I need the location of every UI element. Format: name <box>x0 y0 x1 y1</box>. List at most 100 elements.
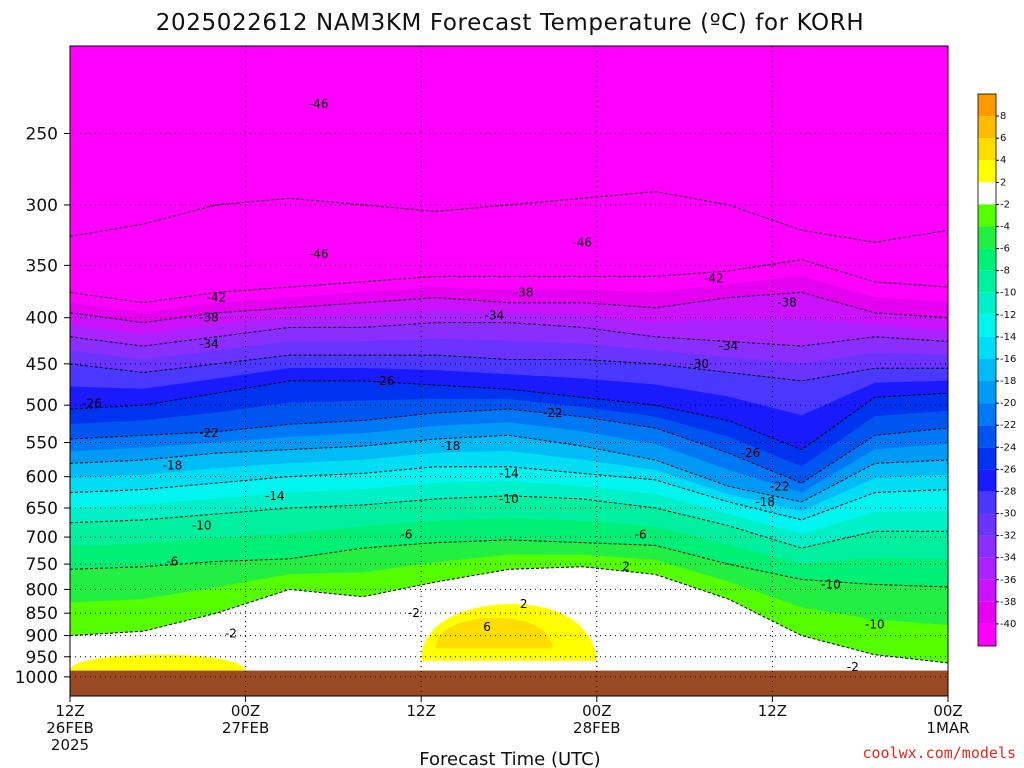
y-tick-label: 650 <box>26 499 58 519</box>
contour-label: -10 <box>192 519 212 533</box>
colorbar-tick-label: -34 <box>1000 553 1016 564</box>
contour-label: -34 <box>719 339 739 353</box>
colorbar-tick-label: 8 <box>1000 111 1006 122</box>
isotherm-line <box>70 434 948 503</box>
contour-label: -38 <box>777 296 797 310</box>
colorbar-swatch <box>978 248 996 271</box>
colorbar-swatch <box>978 292 996 315</box>
isotherm-line <box>70 354 948 382</box>
contour-label: -26 <box>375 374 395 388</box>
contour-label: -22 <box>199 426 219 440</box>
contour-label: -26 <box>82 397 102 411</box>
x-tick-label: 00Z <box>933 702 962 720</box>
contour-label: -38 <box>199 311 219 325</box>
colorbar-swatch <box>978 469 996 492</box>
colorbar-swatch <box>978 403 996 426</box>
isotherm-line <box>70 408 948 484</box>
y-tick-label: 400 <box>26 309 58 329</box>
x-tick-label: 27FEB <box>222 719 269 737</box>
y-tick-label: 500 <box>26 396 58 416</box>
contour-label: -10 <box>865 618 885 632</box>
isotherm-line <box>70 466 948 521</box>
colorbar-swatch <box>978 557 996 580</box>
contour-label: -26 <box>741 446 761 460</box>
colorbar-tick-label: -40 <box>1000 619 1016 630</box>
isotherm-line <box>70 322 948 347</box>
x-tick-label: 00Z <box>582 702 611 720</box>
y-tick-label: 600 <box>26 468 58 488</box>
x-tick-label: 28FEB <box>573 719 620 737</box>
colorbar-tick-label: -2 <box>1000 199 1010 210</box>
isotherm-line <box>70 259 948 304</box>
plot-area <box>70 46 948 696</box>
contour-label: -22 <box>770 479 790 493</box>
colorbar-tick-label: -36 <box>1000 575 1016 586</box>
colorbar-tick-label: -14 <box>1000 332 1016 343</box>
colorbar-tick-label: -32 <box>1000 531 1016 542</box>
fill-warm-patch <box>435 617 553 649</box>
x-tick-label: 12Z <box>407 702 436 720</box>
fill-warm-patch <box>70 654 246 671</box>
colorbar-tick-label: -10 <box>1000 288 1016 299</box>
isotherm-line <box>70 539 948 588</box>
colorbar-tick-label: 6 <box>1000 133 1006 144</box>
colorbar-tick-label: 2 <box>1000 177 1006 188</box>
x-tick-label: 12Z <box>758 702 787 720</box>
credit-link[interactable]: coolwx.com/models <box>862 744 1016 762</box>
chart-title: 2025022612 NAM3KM Forecast Temperature (… <box>156 10 864 36</box>
colorbar-swatch <box>978 314 996 337</box>
colorbar-frame <box>977 93 997 647</box>
colorbar-swatch <box>978 381 996 404</box>
colorbar-tick-label: -38 <box>1000 597 1016 608</box>
colorbar-swatch <box>978 116 996 139</box>
colorbar-tick-label: -18 <box>1000 376 1016 387</box>
y-tick-label: 850 <box>26 604 58 624</box>
contour-label: -6 <box>401 527 413 541</box>
axes: 250 300 350 400 450 500 550 600 650 700 750 800 850 9… <box>15 45 970 754</box>
contour-label: -46 <box>572 235 592 249</box>
colorbar-tick-label: -6 <box>1000 244 1010 255</box>
plot-frame <box>69 45 949 697</box>
contour-label: -18 <box>441 439 461 453</box>
contour-label: 2 <box>520 597 528 611</box>
contour-label: -34 <box>485 309 505 323</box>
contour-label: -2 <box>847 660 859 674</box>
y-tick-label: 800 <box>26 580 58 600</box>
contour-label: -10 <box>821 577 841 591</box>
colorbar-tick-label: 4 <box>1000 155 1006 166</box>
x-axis-label: Forecast Time (UTC) <box>419 749 600 768</box>
y-tick-label: 950 <box>26 648 58 668</box>
colorbar-tick-label: -24 <box>1000 442 1016 453</box>
y-tick-label: 550 <box>26 434 58 454</box>
contour-label: -10 <box>499 492 519 506</box>
colorbar-swatch <box>978 358 996 382</box>
y-tick-label: 450 <box>26 355 58 375</box>
colorbar-tick-label: -28 <box>1000 486 1016 497</box>
contour-label: -34 <box>199 337 219 351</box>
contour-label: -14 <box>499 466 519 480</box>
colorbar-swatch <box>978 601 996 624</box>
colorbar-swatch <box>978 579 996 602</box>
x-tick-label: 00Z <box>231 702 260 720</box>
contour-label: -46 <box>309 247 329 261</box>
contour-label: 2 <box>622 560 630 574</box>
colorbar-swatch <box>978 491 996 514</box>
y-tick-label: 750 <box>26 555 58 575</box>
contour-label: -6 <box>166 554 178 568</box>
contour-label: -22 <box>543 406 563 420</box>
colorbar-swatch <box>978 336 996 359</box>
colorbar-tick-label: -12 <box>1000 310 1016 321</box>
contour-label: -18 <box>163 458 183 472</box>
colorbar-swatch <box>978 204 996 227</box>
colorbar-swatch <box>978 623 996 646</box>
colorbar-tick-label: -26 <box>1000 464 1016 475</box>
colorbar-swatch <box>978 226 996 249</box>
contour-label: -42 <box>207 291 227 305</box>
isotherm-line <box>70 495 948 549</box>
colorbar-tick-label: -22 <box>1000 420 1016 431</box>
colorbar-swatch <box>978 513 996 536</box>
colorbar-swatch <box>978 160 996 183</box>
colorbar-swatch <box>978 94 996 117</box>
x-tick-label: 1MAR <box>926 719 969 737</box>
